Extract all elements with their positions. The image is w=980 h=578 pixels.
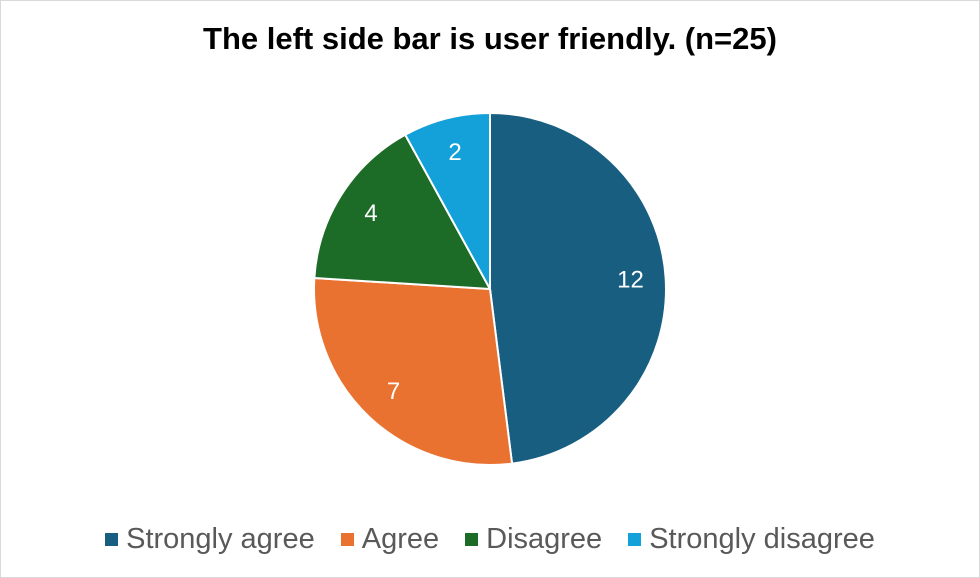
legend-item-agree: Agree bbox=[340, 519, 440, 559]
legend-label: Disagree bbox=[486, 523, 603, 555]
pie-slice-strongly-agree bbox=[489, 112, 667, 465]
legend-swatch bbox=[105, 532, 119, 546]
legend-swatch bbox=[340, 532, 354, 546]
legend-item-disagree: Disagree bbox=[465, 519, 602, 559]
legend-label: Strongly disagree bbox=[649, 523, 875, 555]
legend-swatch bbox=[628, 532, 642, 546]
pie-slice-agree bbox=[313, 276, 514, 466]
legend-label: Agree bbox=[361, 523, 440, 555]
chart-title: The left side bar is user friendly. (n=2… bbox=[203, 21, 777, 56]
data-label-disagree: 4 bbox=[364, 200, 377, 227]
legend-swatch bbox=[465, 532, 479, 546]
legend-item-strongly-agree: Strongly agree bbox=[105, 519, 315, 559]
legend: Strongly agree Agree Disagree Strongly d… bbox=[1, 519, 979, 559]
legend-item-strongly-disagree: Strongly disagree bbox=[628, 519, 875, 559]
pie-slice-strongly-disagree bbox=[404, 112, 491, 290]
data-label-agree: 7 bbox=[387, 378, 400, 405]
data-label-strongly-disagree: 2 bbox=[448, 139, 461, 166]
data-label-strongly-agree: 12 bbox=[617, 267, 644, 294]
legend-label: Strongly agree bbox=[126, 523, 315, 555]
pie-slice-disagree bbox=[313, 133, 491, 290]
